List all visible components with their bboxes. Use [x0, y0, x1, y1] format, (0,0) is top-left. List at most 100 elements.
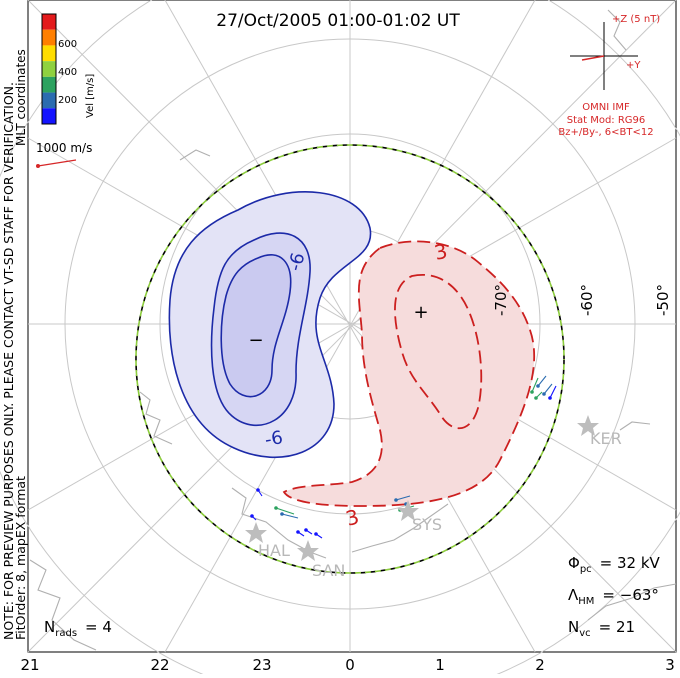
colorbar-segment	[42, 92, 56, 109]
colorbar-tick-400: 400	[58, 67, 77, 78]
station-syowa-icon	[397, 500, 419, 521]
station-label-sanae: SAN	[312, 561, 345, 580]
latitude-label-50: -50°	[654, 284, 672, 316]
velocity-vector	[537, 375, 547, 387]
stat-phi-pc-value: = 32 kV	[600, 554, 661, 572]
station-label-syowa: SYS	[412, 515, 442, 534]
vector-scale-origin	[36, 164, 40, 168]
colorbar-segment	[42, 61, 56, 77]
vector-origin	[530, 390, 534, 394]
map-title: 27/Oct/2005 01:00-01:02 UT	[216, 11, 460, 31]
station-label-kerguelen: KER	[590, 429, 622, 448]
meridian-9-21	[27, 0, 677, 653]
preview-note: NOTE: FOR PREVIEW PURPOSES ONLY. PLEASE …	[1, 82, 16, 640]
stat-n-rads-value: = 4	[85, 618, 112, 636]
mlt-label-3: 3	[665, 656, 675, 674]
vector-origin	[394, 498, 398, 502]
coastline-sw	[29, 559, 97, 651]
stat-n-vc: Nvc = 21	[568, 618, 635, 639]
latitude-label-60: -60°	[578, 284, 596, 316]
colorbar-segment	[42, 45, 56, 62]
positive-contour-label: 3	[432, 239, 449, 265]
vector-origin	[304, 528, 308, 532]
imf-y-label: +Y	[626, 60, 641, 71]
vector-origin	[314, 532, 318, 536]
map-statistics: Φpc = 32 kV ΛHM = −63° Nvc = 21 Nrads = 4	[44, 554, 661, 639]
plot-frame	[27, 0, 677, 653]
stat-phi-pc: Φpc = 32 kV	[568, 554, 661, 575]
mlt-label-0: 0	[345, 656, 355, 674]
colorbar-tick-600: 600	[58, 39, 77, 50]
stat-lambda-hm-symbol: Λ	[568, 586, 579, 604]
stat-phi-pc-sub: pc	[580, 564, 592, 575]
hm-boundary-green	[135, 144, 565, 574]
vector-origin	[256, 488, 260, 492]
coastline-west	[139, 391, 173, 445]
coastline-se	[587, 583, 677, 621]
velocity-vectors	[250, 375, 557, 539]
stat-n-rads-symbol: N	[44, 618, 55, 636]
positive-contour-label-2: 3	[343, 504, 362, 530]
positive-contour-outer	[282, 240, 535, 507]
mlt-label-23: 23	[252, 656, 271, 674]
potential-maximum-marker: +	[413, 302, 428, 323]
colorbar-border	[41, 13, 57, 125]
vector-group-kerguelen	[530, 375, 557, 400]
vector-origin	[536, 384, 540, 388]
negative-contour-label: -6	[285, 251, 310, 274]
imf-indicator	[570, 22, 638, 90]
station-halley-icon	[245, 522, 267, 543]
stat-n-vc-symbol: N	[568, 618, 579, 636]
latitude-labels: -70° -60° -50°	[492, 284, 672, 316]
velocity-vector	[395, 495, 411, 501]
latitude-label-70: -70°	[492, 284, 510, 316]
station-kerguelen-icon	[577, 415, 599, 436]
positive-contour-inner	[394, 274, 483, 430]
radar-stations	[245, 415, 599, 561]
mlt-label-2: 2	[535, 656, 545, 674]
colorbar-segment	[42, 108, 56, 124]
stat-n-vc-value: = 21	[599, 618, 635, 636]
vector-origin	[280, 512, 284, 516]
velocity-vector	[531, 377, 539, 393]
imf-stat-model: Stat Mod: RG96	[567, 115, 646, 126]
velocity-colorbar	[41, 13, 57, 125]
vector-origin	[274, 506, 278, 510]
vector-origin	[250, 514, 254, 518]
vector-origin	[542, 392, 546, 396]
negative-contour-inner	[220, 254, 292, 398]
negative-contour-label-2: -6	[263, 427, 284, 451]
imf-z-label: +Z (5 nT)	[612, 14, 660, 25]
station-label-halley: HAL	[258, 541, 290, 560]
fit-order-label: FitOrder: 8, mapEX format	[13, 476, 28, 640]
stat-lambda-hm: ΛHM = −63°	[568, 586, 659, 607]
vector-scale-line	[37, 159, 77, 167]
colorbar-tick-200: 200	[58, 95, 77, 106]
coastline-ne	[607, 9, 627, 51]
meridian-10-22	[27, 137, 677, 511]
coastlines	[29, 9, 677, 651]
mlt-label-1: 1	[435, 656, 445, 674]
colorbar-label: Vel [m/s]	[85, 74, 96, 118]
stat-phi-pc-symbol: Φ	[568, 554, 580, 572]
colorbar-segment	[42, 76, 56, 93]
coastline-antarctic-2	[351, 503, 449, 553]
coastline-kerguelen	[619, 421, 651, 431]
vector-origin	[296, 530, 300, 534]
velocity-vector	[275, 507, 295, 515]
mlt-label-21: 21	[20, 656, 39, 674]
imf-vector	[581, 55, 605, 61]
velocity-vector	[549, 385, 557, 399]
station-sanae-icon	[297, 540, 319, 561]
mlt-label-22: 22	[150, 656, 169, 674]
stat-n-vc-sub: vc	[579, 628, 590, 639]
stat-lambda-hm-sub: HM	[578, 596, 594, 607]
coastline-north	[179, 149, 211, 161]
vector-group-halley	[250, 488, 323, 539]
potential-minimum-marker: −	[248, 330, 263, 351]
mlt-labels: 21 22 23 0 1 2 3	[20, 656, 674, 674]
velocity-vector	[281, 513, 299, 519]
